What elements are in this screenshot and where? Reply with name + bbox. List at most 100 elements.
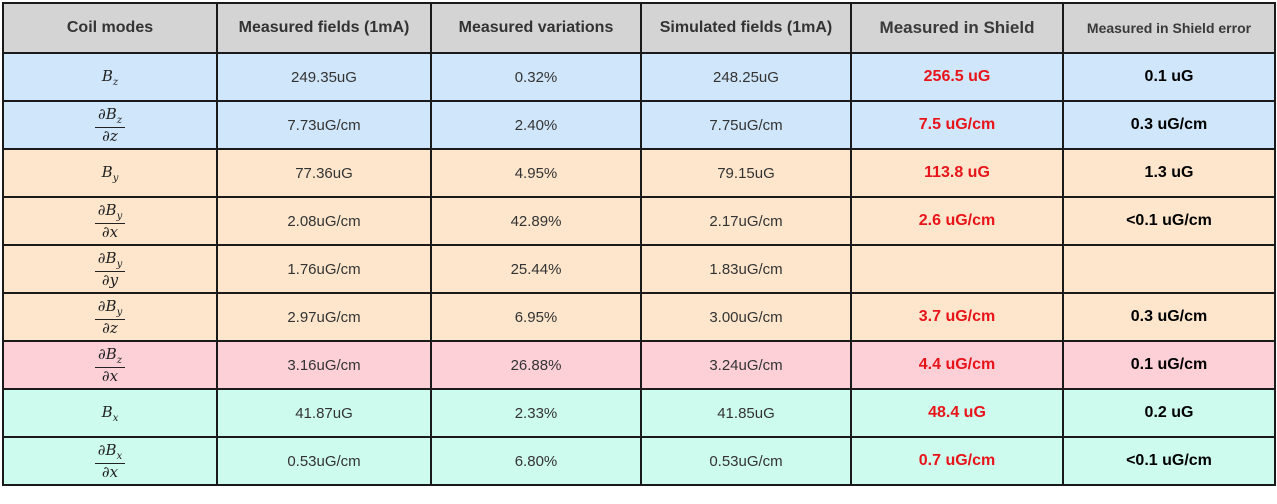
field-symbol: B [105, 200, 117, 219]
field-component: x [116, 450, 123, 462]
measured-in-shield-cell: 0.7 uG/cm [850, 436, 1064, 486]
coil-mode-cell: ∂By ∂z [2, 292, 218, 342]
coil-mode-formula: ∂By ∂x [94, 201, 126, 240]
coil-mode-formula: ∂By ∂y [94, 248, 126, 288]
field-symbol: B [105, 104, 117, 123]
coil-mode-formula: ∂Bz ∂z [94, 105, 126, 144]
field-symbol: B [105, 440, 117, 459]
header-measured-in-shield: Measured in Shield [850, 2, 1064, 54]
simulated-field-cell: 79.15uG [640, 148, 852, 198]
coil-mode-cell: ∂By ∂x [2, 196, 218, 246]
simulated-field-cell: 248.25uG [640, 52, 852, 102]
measured-in-shield-cell: 4.4 uG/cm [850, 340, 1064, 390]
partial-symbol: ∂ [97, 200, 106, 219]
measured-variation-cell: 0.32% [430, 52, 642, 102]
measured-in-shield-error-cell: <0.1 uG/cm [1062, 436, 1276, 486]
coil-mode-formula: ∂Bx ∂ x [94, 441, 126, 480]
fraction-numerator: ∂By [94, 200, 126, 225]
measured-in-shield-cell [850, 244, 1064, 294]
measured-variation-cell: 2.40% [430, 100, 642, 150]
fraction-numerator: ∂Bz [94, 344, 126, 369]
partial-symbol: ∂ [97, 440, 106, 459]
field-component: x [112, 412, 119, 424]
partial-symbol: ∂ [97, 344, 106, 363]
table-row: ∂Bx ∂x 0.53uG/cm 6.80% 0.53uG/cm 0.7 uG/cm <0.… [2, 436, 1276, 486]
measured-in-shield-error-cell: 0.1 uG/cm [1062, 340, 1276, 390]
measured-in-shield-cell: 7.5 uG/cm [850, 100, 1064, 150]
gradient-fraction: ∂By ∂x [94, 200, 126, 242]
measured-in-shield-cell: 3.7 uG/cm [850, 292, 1064, 342]
fraction-numerator: ∂Bx [94, 440, 126, 465]
table-row: ∂Bz ∂x 3.16uG/cm 26.88% 3.24uG/cm 4.4 uG/cm 0.… [2, 340, 1276, 390]
fraction-numerator: ∂Bz [94, 104, 126, 129]
measured-variation-cell: 6.80% [430, 436, 642, 486]
measured-variation-cell: 4.95% [430, 148, 642, 198]
measured-field-cell: 77.36uG [216, 148, 432, 198]
simulated-field-cell: 1.83uG/cm [640, 244, 852, 294]
header-coil-modes: Coil modes [2, 2, 218, 54]
measured-field-cell: 3.16uG/cm [216, 340, 432, 390]
table-row: Bx 41.87uG 2.33% 41.85uG 48.4 uG 0.2 uG [2, 388, 1276, 438]
coil-mode-cell: ∂Bz ∂z [2, 100, 218, 150]
table-row: ∂Bz ∂z 7.73uG/cm 2.40% 7.75uG/cm 7.5 uG/cm 0.3… [2, 100, 1276, 150]
field-component: z [112, 76, 119, 88]
measured-in-shield-error-cell: 1.3 uG [1062, 148, 1276, 198]
simulated-field-cell: 3.24uG/cm [640, 340, 852, 390]
simulated-field-cell: 41.85uG [640, 388, 852, 438]
measured-field-cell: 249.35uG [216, 52, 432, 102]
coil-mode-cell: Bx [2, 388, 218, 438]
measured-in-shield-error-cell: 0.3 uG/cm [1062, 100, 1276, 150]
field-component: z [116, 354, 123, 366]
field-symbol: B [101, 162, 113, 181]
measured-in-shield-error-cell: 0.3 uG/cm [1062, 292, 1276, 342]
fraction-denominator: ∂z [102, 319, 118, 338]
simulated-field-cell: 0.53uG/cm [640, 436, 852, 486]
table-row: Bz 249.35uG 0.32% 248.25uG 256.5 uG 0.1 uG [2, 52, 1276, 102]
header-measured-variations: Measured variations [430, 2, 642, 54]
header-row: Coil modes Measured fields (1mA) Measure… [2, 2, 1276, 54]
fraction-denominator: ∂x [101, 223, 119, 242]
field-component: z [116, 114, 123, 126]
measured-variation-cell: 2.33% [430, 388, 642, 438]
measured-variation-cell: 42.89% [430, 196, 642, 246]
field-component: y [116, 210, 123, 222]
measured-field-cell: 2.97uG/cm [216, 292, 432, 342]
measured-in-shield-cell: 113.8 uG [850, 148, 1064, 198]
measured-field-cell: 7.73uG/cm [216, 100, 432, 150]
measured-in-shield-error-cell [1062, 244, 1276, 294]
measured-in-shield-error-cell: 0.1 uG [1062, 52, 1276, 102]
header-measured-in-shield-error: Measured in Shield error [1062, 2, 1276, 54]
measured-in-shield-error-cell: <0.1 uG/cm [1062, 196, 1276, 246]
coil-mode-cell: ∂By ∂y [2, 244, 218, 294]
simulated-field-cell: 3.00uG/cm [640, 292, 852, 342]
simulated-field-cell: 7.75uG/cm [640, 100, 852, 150]
header-measured-fields: Measured fields (1mA) [216, 2, 432, 54]
field-component: y [112, 172, 119, 184]
table-row: ∂By ∂x 2.08uG/cm 42.89% 2.17uG/cm 2.6 uG/cm <0… [2, 196, 1276, 246]
coil-mode-formula: Bz [102, 67, 119, 88]
coil-mode-cell: ∂Bz ∂x [2, 340, 218, 390]
field-symbol: B [101, 402, 113, 421]
field-symbol: B [105, 344, 117, 363]
measured-variation-cell: 25.44% [430, 244, 642, 294]
fraction-denominator: ∂y [101, 271, 119, 290]
field-component: y [116, 258, 123, 270]
field-component: y [116, 306, 123, 318]
measured-variation-cell: 26.88% [430, 340, 642, 390]
field-symbol: B [105, 248, 117, 267]
measured-field-cell: 1.76uG/cm [216, 244, 432, 294]
measured-in-shield-cell: 256.5 uG [850, 52, 1064, 102]
gradient-fraction: ∂By ∂z [94, 298, 126, 338]
partial-symbol: ∂ [97, 104, 106, 123]
table-row: ∂By ∂y 1.76uG/cm 25.44% 1.83uG/cm [2, 244, 1276, 294]
gradient-fraction: ∂Bz ∂z [94, 104, 126, 146]
header-simulated-fields: Simulated fields (1mA) [640, 2, 852, 54]
measured-field-cell: 2.08uG/cm [216, 196, 432, 246]
coil-mode-cell: By [2, 148, 218, 198]
simulated-field-cell: 2.17uG/cm [640, 196, 852, 246]
fraction-denominator: ∂z [102, 127, 118, 146]
measured-in-shield-cell: 48.4 uG [850, 388, 1064, 438]
gradient-fraction: ∂Bx ∂ x [94, 440, 126, 481]
coil-mode-formula: By [101, 162, 119, 184]
coil-modes-table: Coil modes Measured fields (1mA) Measure… [2, 2, 1276, 486]
